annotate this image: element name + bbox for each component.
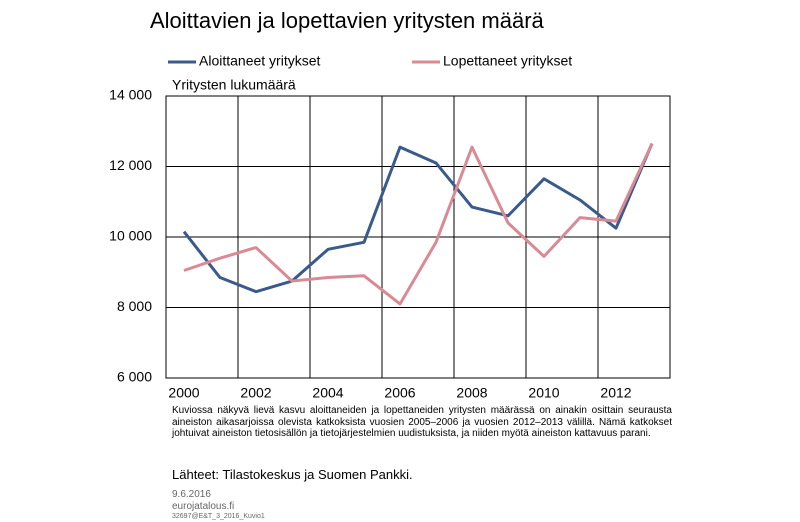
code: 32697@E&T_3_2016_Kuvio1 <box>172 513 265 520</box>
y-tick-label: 6 000 <box>117 369 152 385</box>
legend-label: Aloittaneet yritykset <box>199 53 320 69</box>
y-tick-label: 8 000 <box>117 298 152 314</box>
y-tick-label: 12 000 <box>109 157 152 173</box>
source: Lähteet: Tilastokeskus ja Suomen Pankki. <box>172 467 413 482</box>
y-tick-label: 14 000 <box>109 87 152 103</box>
x-tick-label: 2012 <box>600 385 631 401</box>
site: eurojatalous.fi <box>172 501 235 512</box>
y-axis-label: Yritysten lukumäärä <box>172 77 296 93</box>
series-line <box>182 143 654 294</box>
series-line <box>183 142 654 306</box>
date: 9.6.2016 <box>172 489 211 500</box>
x-tick-label: 2002 <box>240 385 271 401</box>
chart-title: Aloittavien ja lopettavien yritysten mää… <box>150 8 545 33</box>
x-tick-label: 2006 <box>384 385 415 401</box>
note: Kuviossa näkyvä lievä kasvu aloittaneide… <box>172 405 672 439</box>
x-tick-label: 2000 <box>168 385 199 401</box>
x-tick-label: 2004 <box>312 385 343 401</box>
legend-label: Lopettaneet yritykset <box>443 53 572 69</box>
y-tick-label: 10 000 <box>109 228 152 244</box>
x-tick-label: 2010 <box>528 385 559 401</box>
x-tick-label: 2008 <box>456 385 487 401</box>
